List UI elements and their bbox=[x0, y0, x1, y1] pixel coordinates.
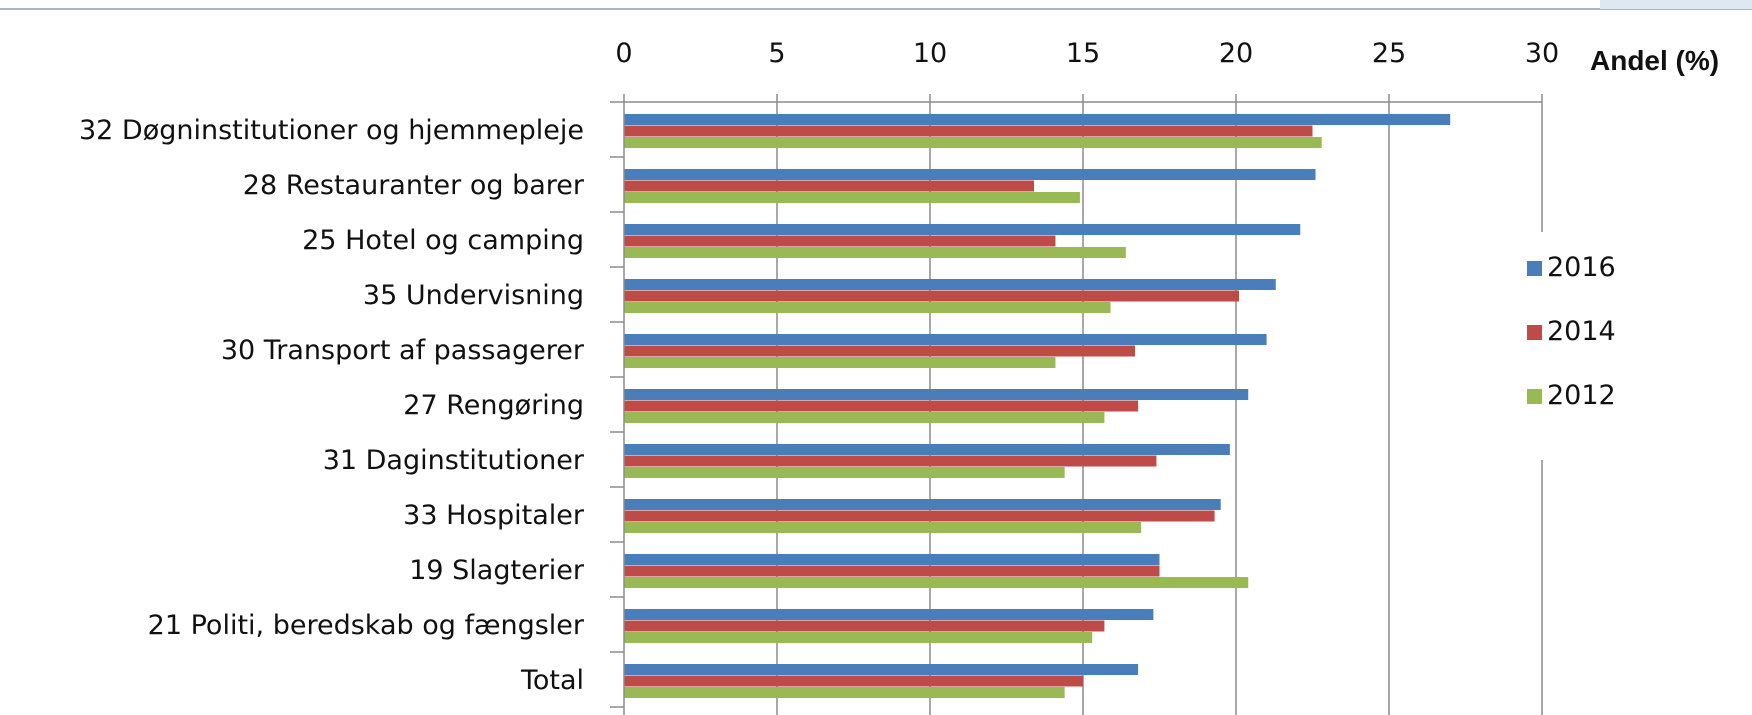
bar-2012 bbox=[624, 412, 1105, 423]
legend-label: 2012 bbox=[1547, 380, 1616, 411]
x-tick-label: 10 bbox=[913, 38, 947, 69]
bar-2012 bbox=[624, 192, 1080, 203]
legend-box bbox=[1505, 232, 1625, 460]
bar-2014 bbox=[624, 455, 1157, 467]
bar-2012 bbox=[624, 302, 1111, 313]
x-tick-label: 25 bbox=[1372, 38, 1406, 69]
x-tick-label: 0 bbox=[615, 38, 632, 69]
x-axis-unit-label: Andel (%) bbox=[1590, 45, 1719, 76]
x-tick-label: 30 bbox=[1525, 38, 1559, 69]
category-label: 27 Rengøring bbox=[403, 390, 584, 421]
category-label: 25 Hotel og camping bbox=[302, 225, 584, 256]
bar-2014 bbox=[624, 290, 1240, 302]
legend: 2016 2014 2012 bbox=[1505, 232, 1625, 460]
x-tick-label: 20 bbox=[1219, 38, 1253, 69]
bar-2016 bbox=[624, 224, 1301, 235]
bar-2014 bbox=[624, 345, 1136, 357]
bar-2016 bbox=[624, 169, 1316, 180]
category-label: 28 Restauranter og barer bbox=[243, 170, 585, 201]
bar-2012 bbox=[624, 522, 1142, 533]
category-label: 35 Undervisning bbox=[363, 280, 584, 311]
bar-2012 bbox=[624, 467, 1065, 478]
bar-2012 bbox=[624, 632, 1093, 643]
legend-swatch-2016 bbox=[1527, 261, 1542, 276]
bar-2014 bbox=[624, 400, 1139, 412]
category-label: 33 Hospitaler bbox=[403, 500, 585, 531]
chart-frame bbox=[0, 0, 1752, 10]
legend-label: 2014 bbox=[1547, 316, 1616, 347]
bar-2014 bbox=[624, 180, 1035, 192]
top-right-shade bbox=[1600, 0, 1752, 9]
bar-2016 bbox=[624, 334, 1267, 345]
bar-2016 bbox=[624, 554, 1160, 565]
bar-2012 bbox=[624, 577, 1249, 588]
category-label: 31 Daginstitutioner bbox=[323, 445, 585, 476]
category-label: 21 Politi, beredskab og fængsler bbox=[148, 610, 585, 641]
bar-2016 bbox=[624, 114, 1451, 125]
legend-label: 2016 bbox=[1547, 252, 1616, 283]
category-label: 19 Slagterier bbox=[409, 555, 585, 586]
bar-2014 bbox=[624, 675, 1083, 687]
bar-2012 bbox=[624, 357, 1056, 368]
legend-swatch-2012 bbox=[1527, 389, 1542, 404]
bar-2014 bbox=[624, 510, 1215, 522]
bar-2016 bbox=[624, 609, 1154, 620]
bar-2016 bbox=[624, 664, 1139, 675]
x-tick-label: 5 bbox=[768, 38, 785, 69]
bar-2016 bbox=[624, 279, 1276, 290]
bar-2014 bbox=[624, 620, 1105, 632]
bar-2014 bbox=[624, 125, 1313, 137]
category-label: 32 Døgninstitutioner og hjemmepleje bbox=[79, 115, 584, 146]
bar-2012 bbox=[624, 247, 1126, 258]
legend-swatch-2014 bbox=[1527, 325, 1542, 340]
bar-2016 bbox=[624, 389, 1249, 400]
category-labels: 32 Døgninstitutioner og hjemmepleje 28 Re… bbox=[79, 115, 585, 696]
bar-2016 bbox=[624, 444, 1230, 455]
x-tick-label: 15 bbox=[1066, 38, 1100, 69]
category-label: 30 Transport af passagerer bbox=[221, 335, 585, 366]
bar-2016 bbox=[624, 499, 1221, 510]
category-label: Total bbox=[520, 665, 584, 696]
axes bbox=[610, 101, 1542, 715]
bar-2014 bbox=[624, 565, 1160, 577]
bars bbox=[624, 114, 1451, 698]
bar-2012 bbox=[624, 687, 1065, 698]
bar-2012 bbox=[624, 137, 1322, 148]
x-tick-labels: 0 5 10 15 20 25 30 bbox=[615, 38, 1559, 69]
bar-2014 bbox=[624, 235, 1056, 247]
